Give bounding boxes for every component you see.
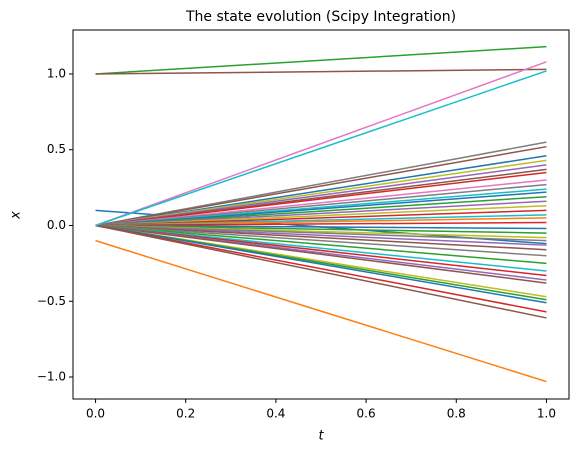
data-line [95,205,547,227]
data-line [95,200,547,227]
data-line [95,209,547,227]
x-tick-label: 0.4 [266,407,285,421]
data-line [95,195,547,227]
y-tick-label: −0.5 [37,294,66,308]
y-axis-label: x [9,211,24,220]
x-tick-label: 1.0 [537,407,556,421]
x-tick-label: 0.2 [176,407,195,421]
x-tick-label: 0.6 [357,407,376,421]
data-line [95,224,547,242]
data-line [95,224,547,251]
x-tick-label: 0.0 [86,407,105,421]
data-line [95,183,547,227]
data-line [95,145,547,227]
data-line [95,239,547,383]
chart-title: The state evolution (Scipy Integration) [185,9,456,25]
data-line [95,224,547,313]
data-line [95,224,547,265]
data-line [95,68,547,75]
x-tick-label: 0.8 [447,407,466,421]
data-line [95,61,547,227]
data-line [95,224,547,230]
data-line [95,159,547,227]
axes-frame [72,29,570,400]
data-line [95,224,547,272]
data-line [95,224,547,246]
data-line [95,217,547,227]
y-tick-label: 1.0 [47,66,66,80]
data-line [95,221,547,227]
y-tick-label: 0.5 [47,142,66,156]
data-line [95,224,547,277]
data-line [95,191,547,227]
data-line [95,164,547,227]
data-line [95,224,547,304]
data-line [95,224,547,284]
data-line [95,70,547,227]
x-axis-label: t [318,429,324,444]
y-tick-label: 0.0 [47,218,66,232]
data-line [95,179,547,227]
data-line [95,224,547,234]
data-line [95,45,547,75]
data-line [95,171,547,227]
y-tick-label: −1.0 [37,370,66,384]
data-line [95,224,547,319]
data-line [95,224,547,257]
